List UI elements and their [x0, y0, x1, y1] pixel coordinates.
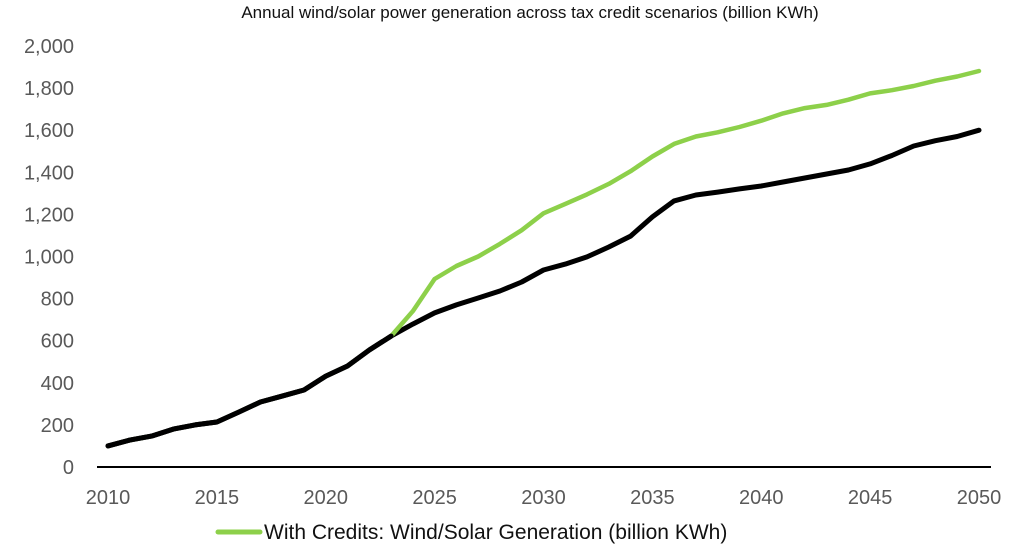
x-tick-label: 2020: [304, 487, 349, 509]
legend-label-with-credits: With Credits: Wind/Solar Generation (bil…: [264, 521, 727, 544]
y-tick-label: 1,800: [24, 78, 74, 100]
x-tick-label: 2025: [412, 487, 457, 509]
y-tick-label: 600: [41, 331, 74, 353]
x-tick-label: 2045: [848, 487, 893, 509]
x-tick-label: 2010: [86, 487, 131, 509]
y-tick-label: 0: [63, 457, 74, 479]
y-tick-label: 1,400: [24, 162, 74, 184]
x-axis: 2010 2015 2020 2025 2030 2035 2040 2045 2050: [86, 487, 1002, 509]
y-tick-label: 1,200: [24, 204, 74, 226]
y-tick-label: 2,000: [24, 36, 74, 58]
x-tick-label: 2040: [739, 487, 784, 509]
series-line-with-credits: [105, 68, 982, 449]
x-tick-label: 2035: [630, 487, 675, 509]
y-tick-label: 1,000: [24, 247, 74, 269]
x-tick-label: 2030: [521, 487, 566, 509]
series-line-without-credits: [105, 127, 982, 449]
x-tick-label: 2015: [195, 487, 240, 509]
y-tick-label: 200: [41, 415, 74, 437]
series-line-shared-segment: [105, 333, 394, 449]
series-group: [105, 68, 982, 449]
y-tick-label: 400: [41, 373, 74, 395]
legend: With Credits: Wind/Solar Generation (bil…: [215, 521, 727, 544]
chart-title: Annual wind/solar power generation acros…: [241, 3, 818, 22]
y-axis: 0 200 400 600 800 1,000 1,200 1,400 1,600 1,800 2,…: [24, 36, 74, 479]
x-tick-label: 2050: [957, 487, 1002, 509]
y-tick-label: 800: [41, 289, 74, 311]
y-tick-label: 1,600: [24, 120, 74, 142]
